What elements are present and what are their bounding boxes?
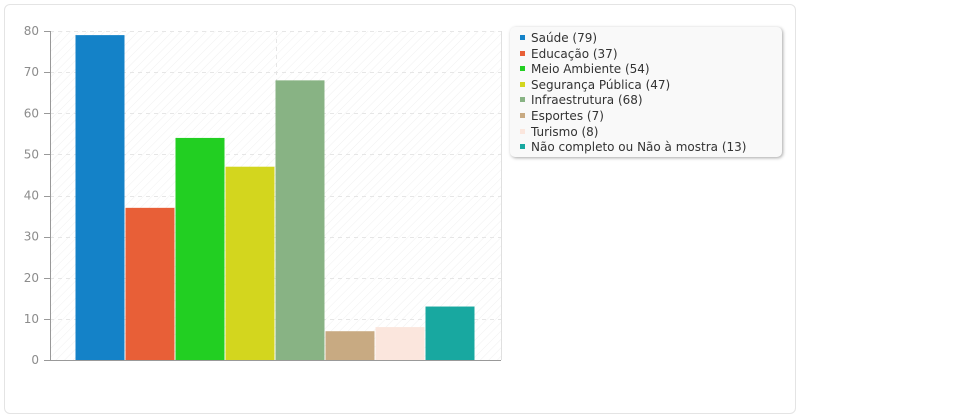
axes <box>44 31 502 361</box>
y-tick-label-30: 30 <box>24 230 39 244</box>
bar-2[interactable] <box>125 207 175 360</box>
legend-label: Esportes (7) <box>531 108 604 123</box>
legend-swatch <box>520 97 525 103</box>
legend-swatch <box>520 112 525 118</box>
bar-5[interactable] <box>275 80 325 360</box>
legend-item-1[interactable]: Saúde (79) <box>520 31 782 47</box>
y-tick-label-80: 80 <box>24 24 39 38</box>
legend-swatch <box>520 50 525 56</box>
y-tick-label-40: 40 <box>24 189 39 203</box>
legend-item-4[interactable]: Segurança Pública (47) <box>520 78 782 94</box>
legend-item-6[interactable]: Esportes (7) <box>520 109 782 125</box>
legend-item-2[interactable]: Educação (37) <box>520 47 782 63</box>
legend-label: Infraestrutura (68) <box>531 93 643 108</box>
legend-label: Não completo ou Não à mostra (13) <box>531 140 747 155</box>
y-tick-label-0: 0 <box>31 353 39 367</box>
legend-label: Segurança Pública (47) <box>531 77 671 92</box>
y-tick-label-70: 70 <box>24 65 39 79</box>
legend-label: Saúde (79) <box>531 31 598 45</box>
legend-swatch <box>520 144 525 150</box>
legend-label: Meio Ambiente (54) <box>531 62 650 77</box>
legend-swatch <box>520 35 525 40</box>
y-tick-label-10: 10 <box>24 312 39 326</box>
bars <box>75 35 475 361</box>
y-tick-label-50: 50 <box>24 147 39 161</box>
bar-8[interactable] <box>425 306 475 360</box>
y-tick-labels: 0 10 20 30 40 50 60 70 80 <box>24 24 39 367</box>
bar-6[interactable] <box>325 331 375 360</box>
legend-item-5[interactable]: Infraestrutura (68) <box>520 93 782 109</box>
legend: Saúde (79) Educação (37) Meio Ambiente (54… <box>510 27 782 157</box>
legend-item-3[interactable]: Meio Ambiente (54) <box>520 62 782 78</box>
legend-swatch <box>520 66 525 72</box>
bar-3[interactable] <box>175 137 225 360</box>
legend-label: Turismo (8) <box>531 124 599 139</box>
legend-item-8[interactable]: Não completo ou Não à mostra (13) <box>520 140 782 156</box>
legend-item-7[interactable]: Turismo (8) <box>520 125 782 141</box>
y-tick-label-20: 20 <box>24 271 39 285</box>
legend-swatch <box>520 81 525 87</box>
legend-label: Educação (37) <box>531 46 618 61</box>
bar-7[interactable] <box>375 327 425 360</box>
y-tick-label-60: 60 <box>24 106 39 120</box>
bar-4[interactable] <box>225 166 275 360</box>
bar-1[interactable] <box>75 35 125 361</box>
legend-swatch <box>520 128 525 134</box>
